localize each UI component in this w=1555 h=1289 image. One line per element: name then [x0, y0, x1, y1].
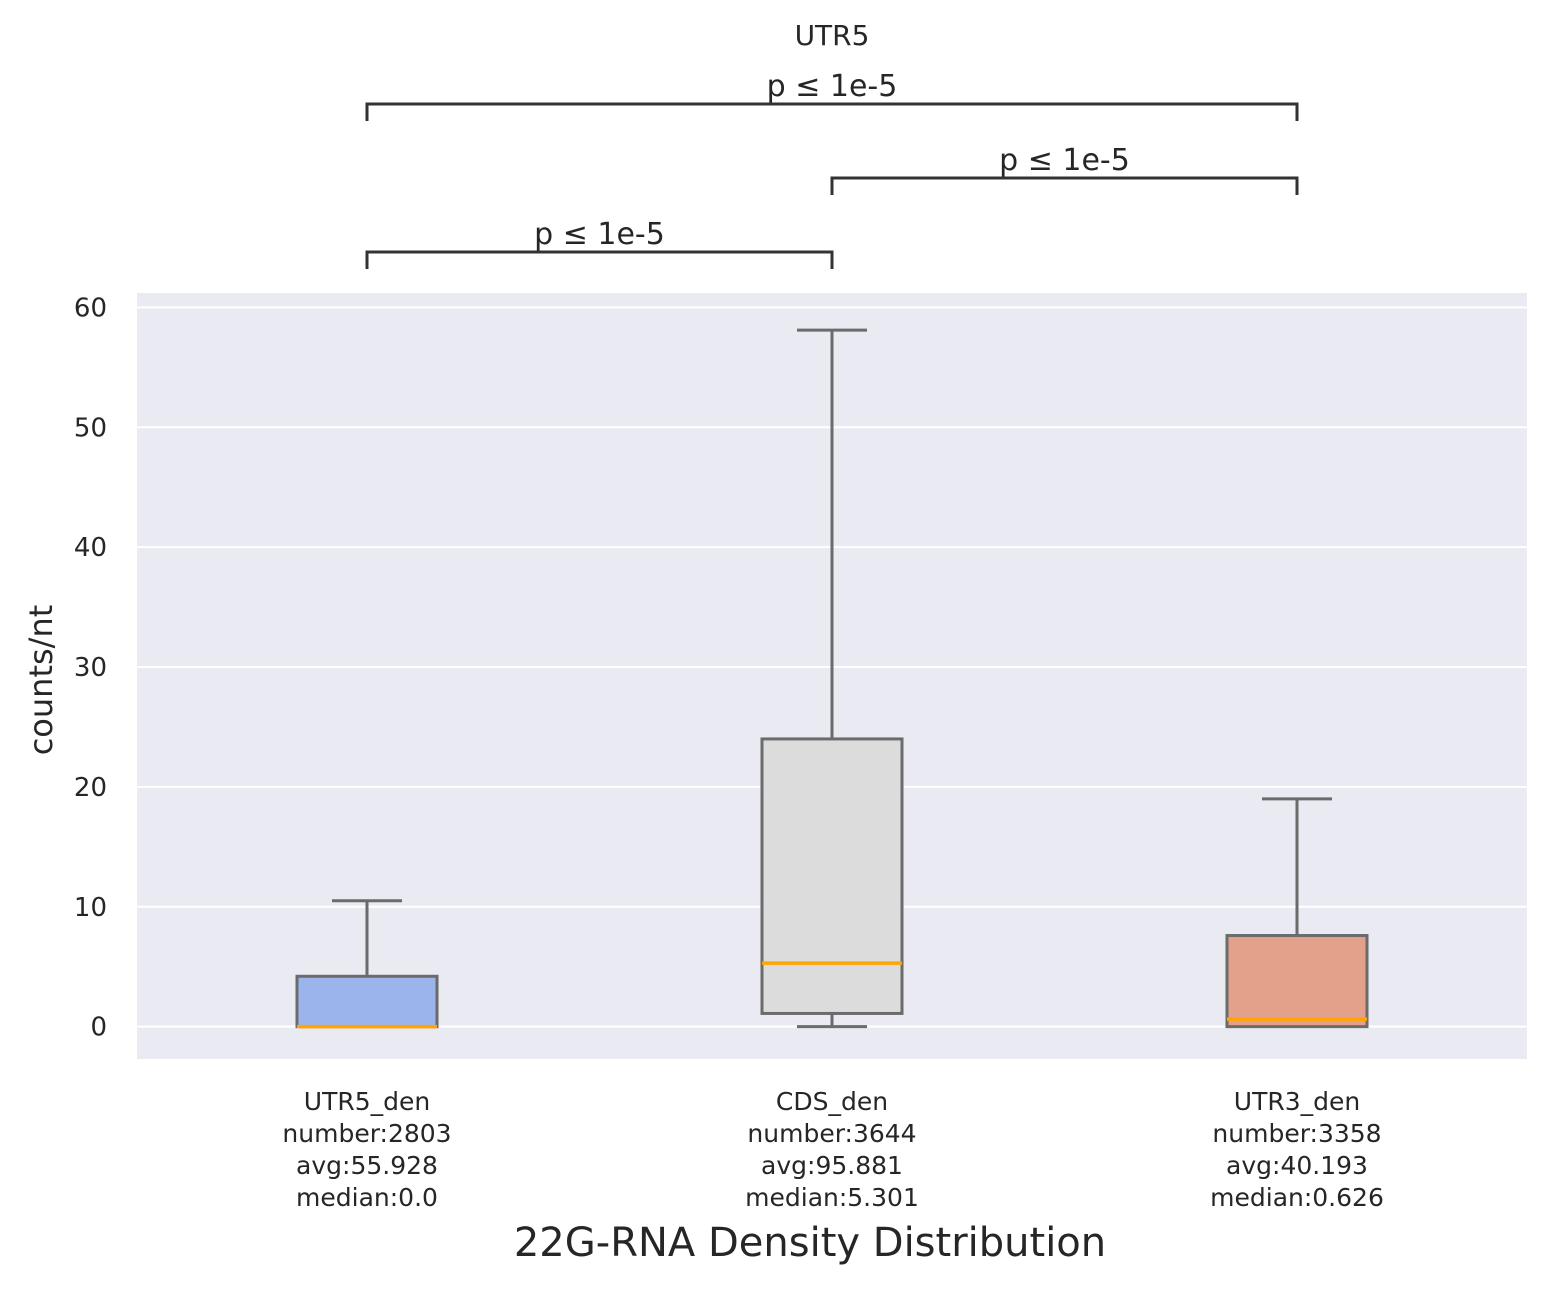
box-group: [295, 899, 439, 1029]
x-tick-label: avg:95.881: [761, 1151, 903, 1180]
y-tick-label: 50: [74, 413, 107, 443]
box-group: [760, 328, 904, 1029]
y-tick-label: 0: [90, 1013, 107, 1043]
x-tick-label: avg:40.193: [1226, 1151, 1368, 1180]
x-tick-label: number:3358: [1212, 1119, 1381, 1148]
chart-title: UTR5: [795, 19, 870, 52]
x-tick-label: avg:55.928: [296, 1151, 438, 1180]
box: [295, 974, 439, 1029]
box-group: [1225, 797, 1369, 1029]
box: [760, 737, 904, 1015]
x-tick-label: median:0.0: [296, 1183, 438, 1212]
x-tick-label: number:3644: [747, 1119, 916, 1148]
axes: 0 10 20 30 40 50 60 UTR5_den number:2803 avg:55.9…: [74, 293, 1384, 1212]
boxes: [295, 328, 1369, 1029]
y-tick-label: 10: [74, 893, 107, 923]
y-tick-label: 20: [74, 773, 107, 803]
x-tick-label: median:5.301: [745, 1183, 919, 1212]
significance-bracket: p ≤ 1e-5: [830, 143, 1299, 195]
y-tick-label: 60: [74, 293, 107, 323]
x-tick-label: UTR5_den: [304, 1087, 430, 1116]
y-axis-label: counts/nt: [22, 605, 60, 756]
x-tick-label: median:0.626: [1210, 1183, 1384, 1212]
bracket-line: [365, 102, 1299, 121]
y-tick-label: 40: [74, 533, 107, 563]
p-value-label: p ≤ 1e-5: [534, 217, 665, 252]
bracket-line: [365, 250, 834, 269]
x-tick-label: number:2803: [282, 1119, 451, 1148]
significance-bracket: p ≤ 1e-5: [365, 217, 834, 269]
bracket-line: [830, 176, 1299, 195]
x-tick-label: CDS_den: [776, 1087, 888, 1116]
p-value-label: p ≤ 1e-5: [999, 143, 1130, 178]
p-value-label: p ≤ 1e-5: [767, 69, 898, 104]
significance-brackets: p ≤ 1e-5 p ≤ 1e-5 p ≤ 1e-5: [365, 69, 1299, 269]
significance-bracket: p ≤ 1e-5: [365, 69, 1299, 121]
box: [1225, 934, 1369, 1029]
y-tick-label: 30: [74, 653, 107, 683]
x-axis-label: 22G-RNA Density Distribution: [514, 1220, 1106, 1266]
x-tick-label: UTR3_den: [1234, 1087, 1360, 1116]
